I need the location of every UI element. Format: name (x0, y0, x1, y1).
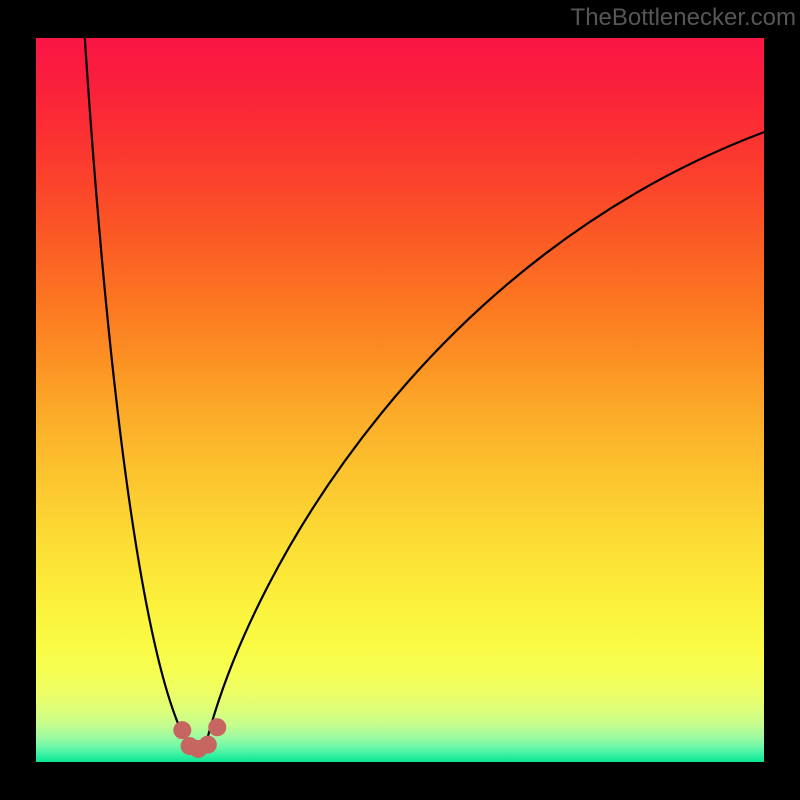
marker-dot (173, 721, 191, 739)
marker-dot (208, 718, 226, 736)
marker-dot (199, 736, 217, 754)
plot-area (36, 38, 764, 762)
stage: TheBottlenecker.com (0, 0, 800, 800)
watermark-text: TheBottlenecker.com (571, 4, 796, 32)
curve-layer (36, 38, 764, 762)
marker-group (173, 718, 226, 758)
bottleneck-curve (85, 38, 764, 750)
